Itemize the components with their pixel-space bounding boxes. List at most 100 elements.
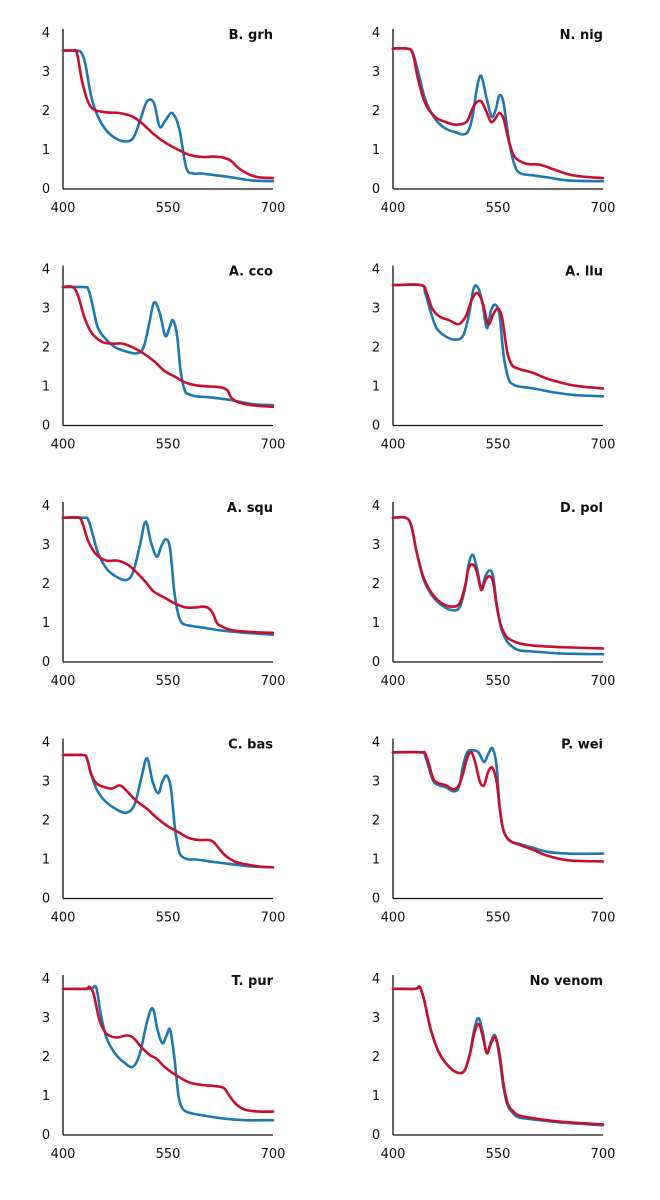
series-line-blue (391, 515, 605, 656)
y-tick-label: 3 (42, 538, 50, 553)
series-line-red (391, 283, 605, 390)
x-tick-label: 400 (51, 438, 76, 453)
y-tick-label: 0 (42, 182, 50, 197)
x-tick-label: 550 (156, 674, 181, 689)
series-line-red (61, 48, 275, 180)
y-tick-label: 4 (372, 499, 380, 514)
y-tick-label: 1 (42, 143, 50, 158)
y-tick-label: 4 (372, 26, 380, 41)
y-tick-label: 4 (42, 499, 50, 514)
x-tick-label: 550 (156, 201, 181, 216)
chart-panel: 0 1 2 3 4 400 550 700 A. llu (372, 263, 616, 453)
y-tick-label: 2 (372, 1050, 380, 1065)
chart-panel: 0 1 2 3 4 400 550 700 B. grh (42, 26, 286, 216)
series-line-blue (61, 984, 275, 1122)
series-line-red (61, 515, 275, 635)
x-tick-label: 400 (381, 438, 406, 453)
y-tick-label: 3 (42, 1011, 50, 1026)
series-line-red (391, 750, 605, 863)
y-tick-label: 0 (42, 419, 50, 434)
series-line-red (391, 985, 605, 1126)
panel-title: C. bas (228, 738, 273, 753)
panel-title: A. cco (229, 265, 273, 280)
series-line-red (61, 753, 275, 869)
series-line-red (61, 985, 275, 1114)
y-tick-label: 1 (42, 616, 50, 631)
y-tick-label: 2 (42, 814, 50, 829)
x-tick-label: 700 (261, 201, 286, 216)
y-tick-label: 1 (372, 143, 380, 158)
y-tick-label: 4 (42, 972, 50, 987)
x-tick-label: 550 (486, 1147, 511, 1162)
x-tick-label: 400 (51, 674, 76, 689)
x-tick-label: 550 (486, 201, 511, 216)
x-tick-label: 400 (381, 201, 406, 216)
y-tick-label: 0 (42, 655, 50, 670)
x-tick-label: 700 (261, 674, 286, 689)
chart-panel: 0 1 2 3 4 400 550 700 N. nig (372, 26, 616, 216)
chart-panel: 0 1 2 3 4 400 550 700 D. pol (372, 499, 616, 689)
y-tick-label: 4 (372, 972, 380, 987)
y-tick-label: 2 (42, 341, 50, 356)
x-tick-label: 400 (381, 1147, 406, 1162)
y-tick-label: 1 (372, 616, 380, 631)
chart-panel: 0 1 2 3 4 400 550 700 A. squ (42, 499, 286, 689)
y-tick-label: 3 (42, 65, 50, 80)
series-line-red (61, 285, 275, 409)
y-tick-label: 2 (372, 341, 380, 356)
y-tick-label: 3 (372, 65, 380, 80)
y-tick-label: 4 (372, 736, 380, 751)
panel-title: P. wei (561, 738, 603, 753)
x-tick-label: 400 (51, 1147, 76, 1162)
y-tick-label: 3 (42, 302, 50, 317)
y-tick-label: 1 (42, 380, 50, 395)
chart-panel: 0 1 2 3 4 400 550 700 C. bas (42, 736, 286, 926)
panel-title: N. nig (560, 28, 603, 43)
y-tick-label: 2 (372, 104, 380, 119)
y-tick-label: 0 (42, 892, 50, 907)
chart-panel: 0 1 2 3 4 400 550 700 P. wei (372, 736, 616, 926)
series-line-red (391, 46, 605, 180)
y-tick-label: 1 (372, 380, 380, 395)
y-tick-label: 4 (42, 263, 50, 278)
y-tick-label: 1 (372, 853, 380, 868)
y-tick-label: 2 (42, 1050, 50, 1065)
panel-title: T. pur (232, 974, 274, 989)
x-tick-label: 700 (591, 911, 616, 926)
y-tick-label: 1 (372, 1089, 380, 1104)
x-tick-label: 400 (381, 911, 406, 926)
series-line-blue (61, 516, 275, 636)
y-tick-label: 4 (42, 26, 50, 41)
y-tick-label: 3 (42, 775, 50, 790)
panel-title: D. pol (560, 501, 603, 516)
y-tick-label: 3 (372, 1011, 380, 1026)
chart-panel: 0 1 2 3 4 400 550 700 No venom (372, 972, 616, 1162)
y-tick-label: 3 (372, 775, 380, 790)
x-tick-label: 700 (591, 674, 616, 689)
y-tick-label: 3 (372, 538, 380, 553)
series-line-blue (61, 753, 275, 869)
y-tick-label: 0 (372, 655, 380, 670)
panel-title: A. llu (565, 265, 603, 280)
x-tick-label: 700 (261, 1147, 286, 1162)
x-tick-label: 400 (51, 911, 76, 926)
y-tick-label: 2 (42, 104, 50, 119)
panel-title: A. squ (227, 501, 273, 516)
y-tick-label: 0 (372, 182, 380, 197)
y-tick-label: 0 (42, 1128, 50, 1143)
x-tick-label: 400 (381, 674, 406, 689)
series-line-blue (61, 49, 275, 183)
y-tick-label: 2 (42, 577, 50, 592)
y-tick-label: 1 (42, 853, 50, 868)
x-tick-label: 700 (591, 201, 616, 216)
x-tick-label: 700 (591, 1147, 616, 1162)
panel-title: No venom (530, 974, 603, 989)
y-tick-label: 4 (42, 736, 50, 751)
y-tick-label: 2 (372, 814, 380, 829)
chart-panel: 0 1 2 3 4 400 550 700 A. cco (42, 263, 286, 453)
x-tick-label: 700 (261, 911, 286, 926)
x-tick-label: 700 (591, 438, 616, 453)
x-tick-label: 550 (486, 911, 511, 926)
y-tick-label: 1 (42, 1089, 50, 1104)
